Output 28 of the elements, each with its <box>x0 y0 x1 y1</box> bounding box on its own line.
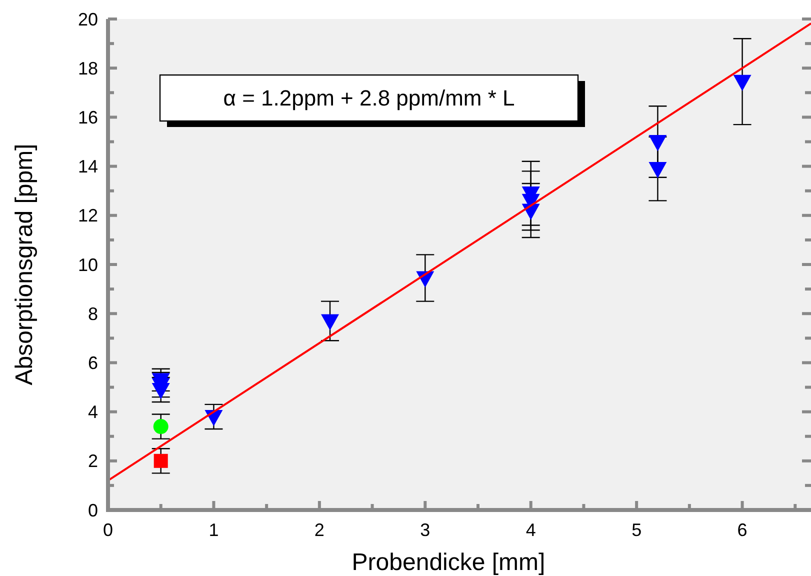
y-tick-label: 12 <box>78 206 98 226</box>
point <box>648 162 667 178</box>
y-tick-label: 4 <box>88 402 98 422</box>
annotation: α = 1.2ppm + 2.8 ppm/mm * L <box>223 86 515 111</box>
y-tick-label: 0 <box>88 500 98 520</box>
y-tick-label: 16 <box>78 108 98 128</box>
point <box>154 454 168 468</box>
x-tick-label: 0 <box>102 520 114 540</box>
point <box>321 314 339 330</box>
point <box>648 135 667 152</box>
y-tick-label: 6 <box>88 353 98 373</box>
x-axis-title: Probendicke [mm] <box>352 549 546 576</box>
x-tick-label: 2 <box>314 520 324 540</box>
y-tick-label: 14 <box>78 156 98 177</box>
x-tick-label: 4 <box>526 520 536 540</box>
y-axis-title: Absorptionsgrad [ppm] <box>11 144 38 386</box>
point <box>152 382 170 400</box>
point <box>733 74 752 92</box>
y-tick-label: 8 <box>88 304 98 324</box>
x-tick-label: 5 <box>632 520 642 540</box>
y-tick-label: 10 <box>78 254 98 275</box>
x-tick-label: 1 <box>208 520 219 540</box>
y-tick-label: 18 <box>78 58 98 78</box>
y-tick-label: 2 <box>88 451 98 472</box>
x-tick-label: 6 <box>737 520 748 540</box>
y-tick-label: 20 <box>78 9 98 30</box>
point <box>153 419 168 434</box>
x-tick-label: 3 <box>420 520 430 540</box>
